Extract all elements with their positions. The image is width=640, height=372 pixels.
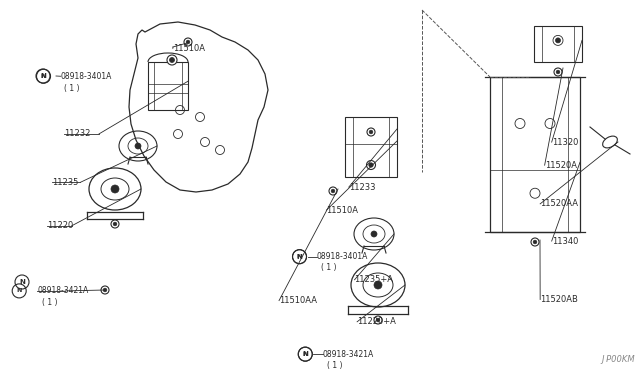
- Circle shape: [329, 187, 337, 195]
- Text: N: N: [303, 352, 308, 357]
- Circle shape: [111, 220, 119, 228]
- Bar: [490, 77, 580, 232]
- Text: N: N: [17, 288, 22, 294]
- Circle shape: [367, 128, 375, 136]
- Circle shape: [374, 316, 382, 324]
- Circle shape: [367, 160, 376, 170]
- Text: ( 1 ): ( 1 ): [64, 84, 79, 93]
- Circle shape: [135, 143, 141, 149]
- Text: 11220: 11220: [47, 221, 73, 230]
- Circle shape: [376, 318, 380, 322]
- Circle shape: [556, 38, 561, 43]
- Text: 08918-3401A: 08918-3401A: [61, 72, 112, 81]
- Text: 11520A: 11520A: [545, 161, 577, 170]
- Text: 11235+A: 11235+A: [355, 275, 394, 284]
- Text: ( 1 ): ( 1 ): [42, 298, 57, 307]
- Text: 11320: 11320: [552, 138, 578, 147]
- Text: N: N: [40, 73, 46, 79]
- Text: 11232: 11232: [64, 129, 90, 138]
- Circle shape: [167, 55, 177, 65]
- Text: 11520AB: 11520AB: [540, 295, 578, 304]
- Circle shape: [369, 130, 372, 134]
- Bar: [345, 117, 397, 177]
- Text: ( 1 ): ( 1 ): [327, 361, 342, 370]
- Text: N: N: [302, 351, 308, 357]
- Text: 08918-3421A: 08918-3421A: [323, 350, 374, 359]
- Text: N: N: [296, 254, 303, 260]
- Text: 08918-3401A: 08918-3401A: [317, 252, 368, 261]
- Circle shape: [371, 231, 377, 237]
- Text: N: N: [297, 254, 302, 259]
- Circle shape: [531, 238, 539, 246]
- Circle shape: [101, 286, 109, 294]
- Text: 11233: 11233: [349, 183, 375, 192]
- Bar: [534, 26, 582, 62]
- Text: 11235: 11235: [52, 178, 79, 187]
- Text: 11510A: 11510A: [326, 206, 358, 215]
- Circle shape: [113, 222, 117, 226]
- Circle shape: [103, 288, 107, 292]
- Circle shape: [184, 38, 192, 46]
- Text: 08918-3421A: 08918-3421A: [37, 286, 88, 295]
- Circle shape: [332, 189, 335, 193]
- Circle shape: [533, 240, 537, 244]
- Circle shape: [554, 68, 562, 76]
- Text: N: N: [41, 74, 46, 79]
- Text: 11220+A: 11220+A: [357, 317, 396, 326]
- Circle shape: [556, 70, 560, 74]
- Circle shape: [369, 163, 373, 167]
- Text: 11340: 11340: [552, 237, 578, 246]
- Text: 11510AA: 11510AA: [279, 296, 317, 305]
- Circle shape: [170, 58, 175, 62]
- Text: 11510A: 11510A: [173, 44, 205, 53]
- Bar: [148, 62, 188, 110]
- Text: N: N: [19, 279, 25, 285]
- Text: ( 1 ): ( 1 ): [321, 263, 337, 272]
- Circle shape: [111, 185, 119, 193]
- Circle shape: [186, 40, 190, 44]
- Text: J P00KM: J P00KM: [602, 355, 635, 364]
- Text: 11520AA: 11520AA: [540, 199, 578, 208]
- Circle shape: [374, 281, 382, 289]
